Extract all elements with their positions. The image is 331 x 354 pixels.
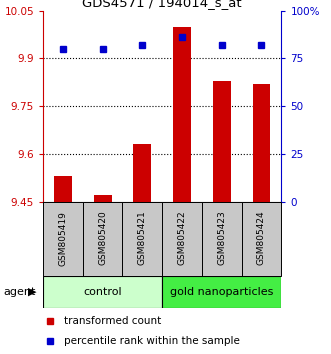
Text: percentile rank within the sample: percentile rank within the sample: [65, 336, 240, 346]
Text: GSM805423: GSM805423: [217, 211, 226, 266]
Bar: [202, 202, 242, 276]
Bar: [122, 202, 162, 276]
Bar: [43, 276, 162, 308]
Bar: [162, 276, 281, 308]
Bar: [133, 144, 151, 202]
Bar: [242, 202, 281, 276]
Bar: [54, 176, 72, 202]
Bar: [94, 195, 112, 202]
Text: ▶: ▶: [28, 287, 37, 297]
Bar: [83, 202, 122, 276]
Text: GSM805419: GSM805419: [58, 211, 68, 266]
Text: transformed count: transformed count: [65, 316, 162, 326]
Bar: [253, 84, 270, 202]
Bar: [43, 202, 83, 276]
Text: gold nanoparticles: gold nanoparticles: [170, 287, 273, 297]
Text: GSM805422: GSM805422: [177, 211, 187, 266]
Bar: [213, 81, 231, 202]
Text: GSM805420: GSM805420: [98, 211, 107, 266]
Bar: [173, 27, 191, 202]
Text: agent: agent: [3, 287, 36, 297]
Title: GDS4571 / 194014_s_at: GDS4571 / 194014_s_at: [82, 0, 242, 10]
Bar: [162, 202, 202, 276]
Text: control: control: [83, 287, 122, 297]
Text: GSM805421: GSM805421: [138, 211, 147, 266]
Text: GSM805424: GSM805424: [257, 211, 266, 266]
